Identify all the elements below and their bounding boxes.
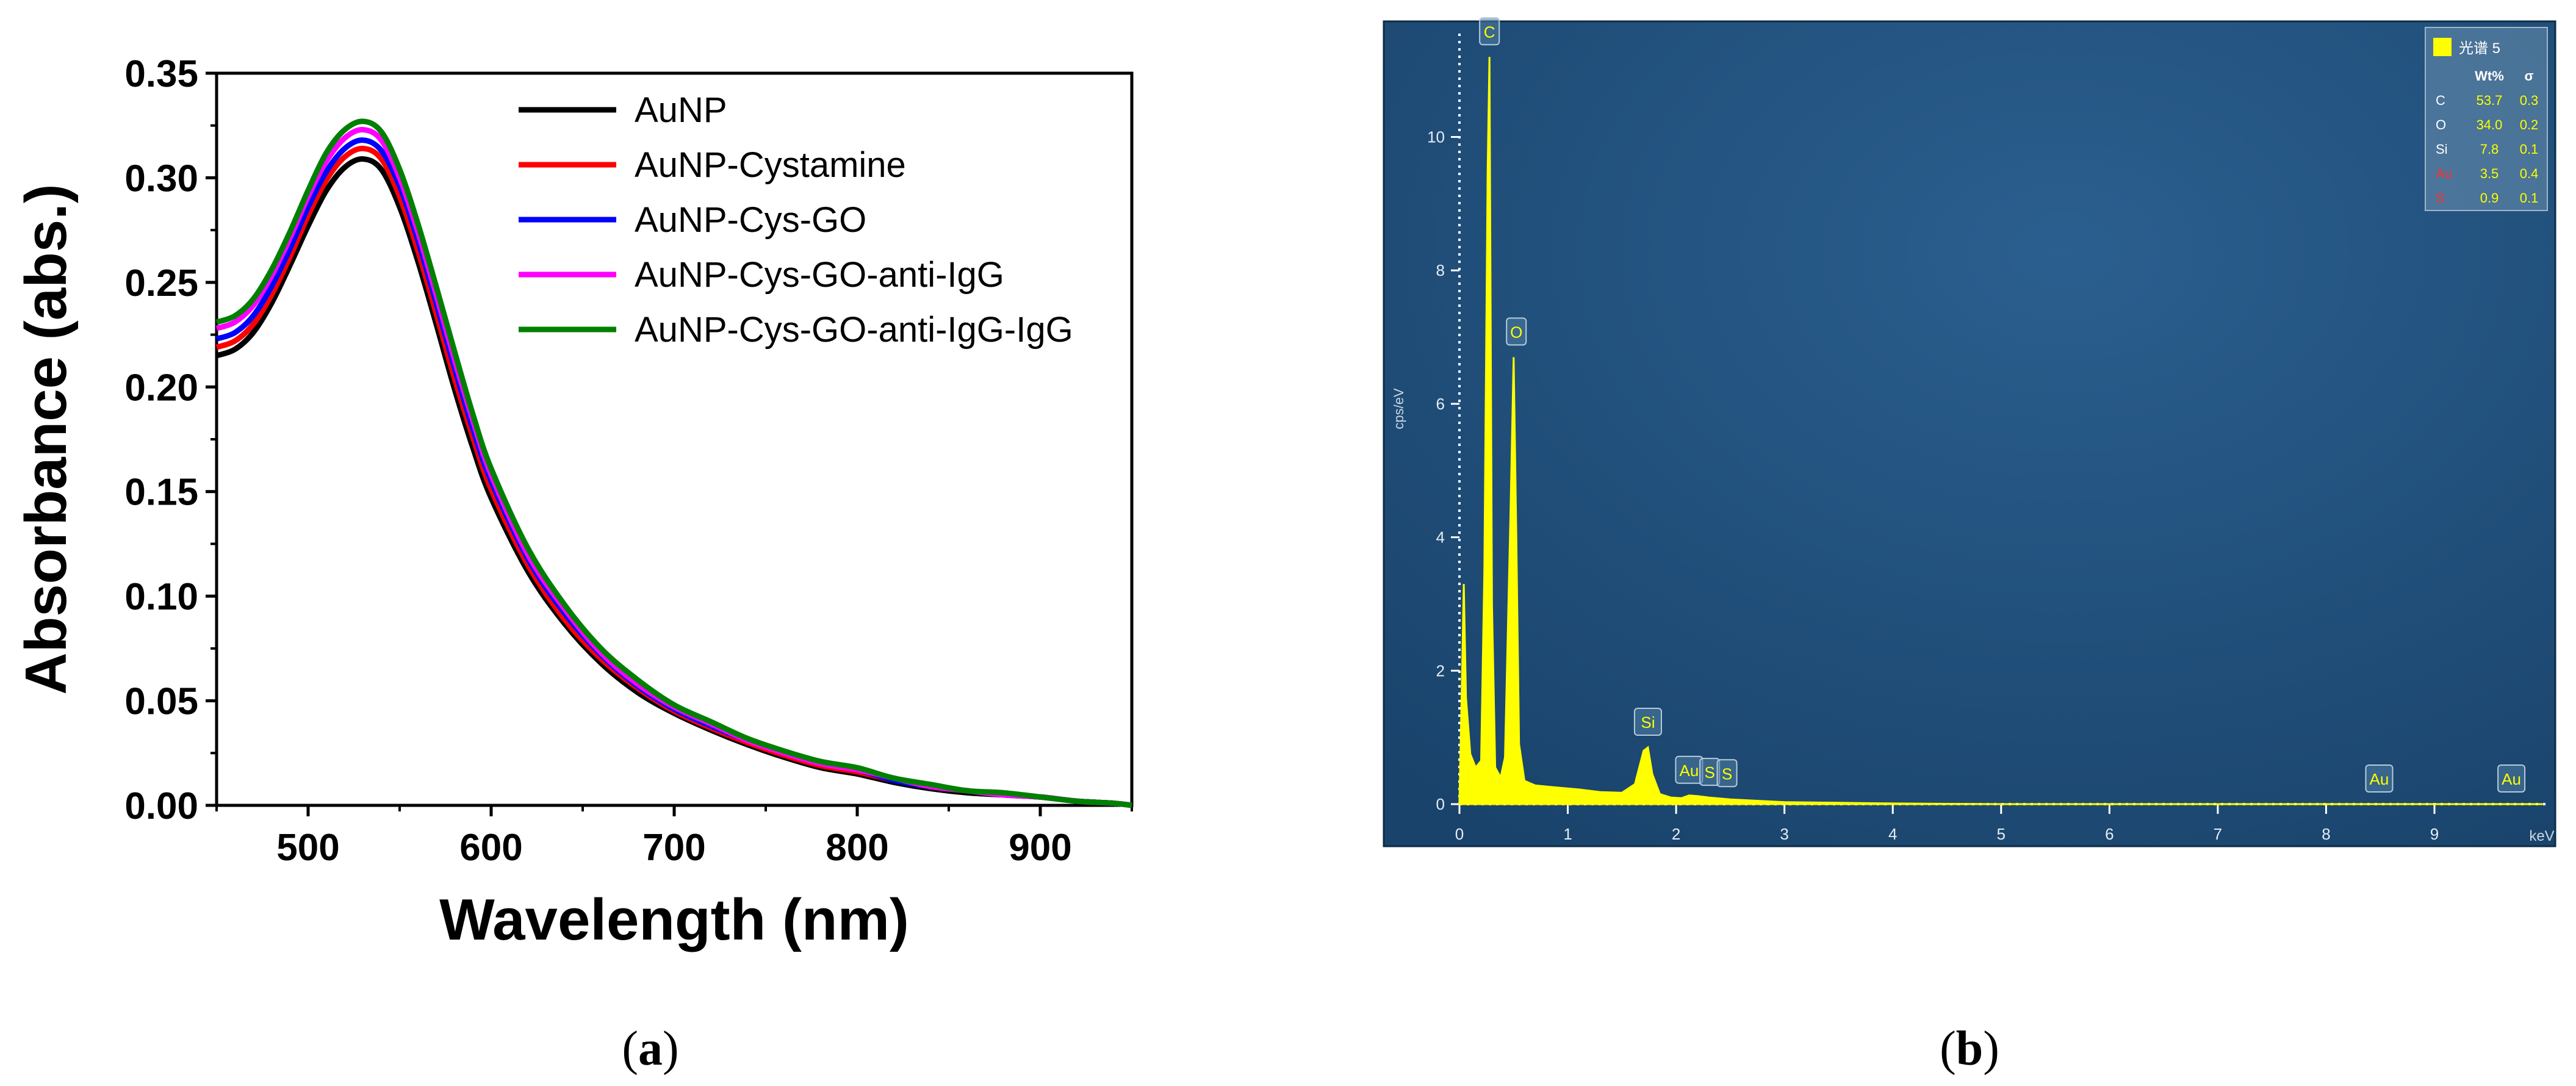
table-cell-wt: 34.0 <box>2477 117 2503 132</box>
y-tick-label-b: 6 <box>1436 395 1445 413</box>
eds-background <box>1383 20 2556 847</box>
panel-label-a: (a) <box>622 1022 678 1076</box>
x-tick-label-b: 2 <box>1672 825 1680 843</box>
table-cell-element: O <box>2436 117 2446 132</box>
x-tick-label-b: 7 <box>2214 825 2222 843</box>
peak-label: Si <box>1641 713 1655 732</box>
peak-label: O <box>1510 323 1522 341</box>
y-tick-label-b: 4 <box>1436 528 1445 547</box>
composition-table: 光谱 5 Wt% σ C 53.7 0.3 O 34.0 0.2 Si 7.8 0.1 Au 3.5 0.4… <box>2425 27 2548 211</box>
legend-label-5: AuNP-Cys-GO-anti-IgG-IgG <box>635 310 1073 350</box>
table-header-wt: Wt% <box>2475 68 2504 84</box>
y-axis-label-b: cps/eV <box>1391 388 1406 430</box>
x-tick-label-b: 1 <box>1563 825 1572 843</box>
y-tick-label-a: 0.20 <box>124 367 198 409</box>
peak-label: S <box>1722 764 1732 783</box>
x-tick-label-b: 8 <box>2322 825 2330 843</box>
table-header-sigma: σ <box>2524 68 2533 84</box>
x-tick-label-a: 700 <box>642 827 705 869</box>
table-panel <box>2425 27 2548 211</box>
table-cell-element: Au <box>2436 166 2452 181</box>
peak-label-box <box>2365 764 2394 793</box>
table-cell-element: Si <box>2436 142 2448 157</box>
legend-label-1: AuNP <box>635 90 727 130</box>
x-tick-label-b: 9 <box>2430 825 2439 843</box>
series-line-5 <box>215 118 1132 808</box>
legend-color-swatch <box>2433 38 2452 56</box>
table-cell-wt: 3.5 <box>2480 166 2499 181</box>
peak-label-box <box>1633 708 1662 736</box>
y-tick-label-a: 0.00 <box>124 785 198 827</box>
y-tick-label-a: 0.15 <box>124 472 198 514</box>
y-axis-a: 0.00 0.05 0.10 0.15 0.20 0.25 0.30 0.35 <box>124 53 217 827</box>
x-axis-label-a: Wavelength (nm) <box>439 887 909 952</box>
table-cell-element: C <box>2436 93 2445 108</box>
peak-label: C <box>1484 23 1495 41</box>
x-axis-a: 500 600 700 800 900 <box>215 805 1133 869</box>
x-tick-label-b: 4 <box>1888 825 1897 843</box>
y-tick-label-a: 0.35 <box>124 53 198 95</box>
peak-label-box <box>1716 759 1738 788</box>
y-axis-b: 0 2 4 6 8 10 <box>1427 128 1459 813</box>
x-axis-b: 0 1 2 3 4 5 6 7 8 9 <box>1455 804 2439 843</box>
table-cell-wt: 7.8 <box>2480 142 2499 157</box>
peak-label: Au <box>1680 761 1699 780</box>
panel-label-b: (b) <box>1940 1022 1999 1076</box>
x-tick-label-b: 6 <box>2105 825 2114 843</box>
x-tick-label-b: 5 <box>1997 825 2006 843</box>
peak-label-box <box>2497 764 2526 793</box>
y-tick-label-a: 0.30 <box>124 157 198 200</box>
table-cell-sigma: 0.1 <box>2520 142 2539 157</box>
legend-a: AuNP AuNP-Cystamine AuNP-Cys-GO AuNP-Cys-GO… <box>519 90 1073 350</box>
x-tick-label-a: 500 <box>276 827 339 869</box>
table-cell-wt: 0.9 <box>2480 190 2499 206</box>
peak-label-box <box>1506 317 1527 346</box>
y-tick-label-b: 8 <box>1436 261 1445 279</box>
table-cell-element: S <box>2436 190 2445 206</box>
table-cell-sigma: 0.2 <box>2520 117 2539 132</box>
eds-spectrum-area <box>1458 57 2543 805</box>
y-tick-label-b: 0 <box>1436 795 1445 813</box>
table-cell-wt: 53.7 <box>2477 93 2503 108</box>
y-tick-label-b: 2 <box>1436 661 1445 680</box>
series-lines-a <box>215 118 1132 808</box>
legend-label-2: AuNP-Cystamine <box>635 145 906 185</box>
peak-label: Au <box>2370 770 2389 788</box>
x-tick-label-a: 900 <box>1009 827 1071 869</box>
table-cell-sigma: 0.4 <box>2520 166 2539 181</box>
y-tick-label-a: 0.25 <box>124 262 198 304</box>
table-cell-sigma: 0.1 <box>2520 190 2539 206</box>
spectrum-legend-label: 光谱 5 <box>2459 40 2500 57</box>
panel-a-uvvis-chart: 0.00 0.05 0.10 0.15 0.20 0.25 0.30 0.35 500 600 7… <box>13 53 1134 952</box>
x-axis-label-b: keV <box>2529 828 2554 844</box>
x-tick-label-b: 0 <box>1455 825 1464 843</box>
x-tick-label-b: 3 <box>1780 825 1788 843</box>
y-tick-label-b: 10 <box>1427 128 1445 146</box>
table-cell-sigma: 0.3 <box>2520 93 2539 108</box>
peak-label-box <box>1479 17 1500 46</box>
legend-label-4: AuNP-Cys-GO-anti-IgG <box>635 255 1004 295</box>
x-tick-label-a: 800 <box>826 827 888 869</box>
y-tick-label-a: 0.05 <box>124 681 198 723</box>
peak-label: S <box>1704 763 1714 782</box>
y-tick-label-a: 0.10 <box>124 576 198 618</box>
legend-label-3: AuNP-Cys-GO <box>635 200 866 240</box>
y-axis-label-a: Absorbance (abs.) <box>13 184 79 695</box>
x-tick-label-a: 600 <box>459 827 522 869</box>
peak-label: Au <box>2502 770 2521 788</box>
